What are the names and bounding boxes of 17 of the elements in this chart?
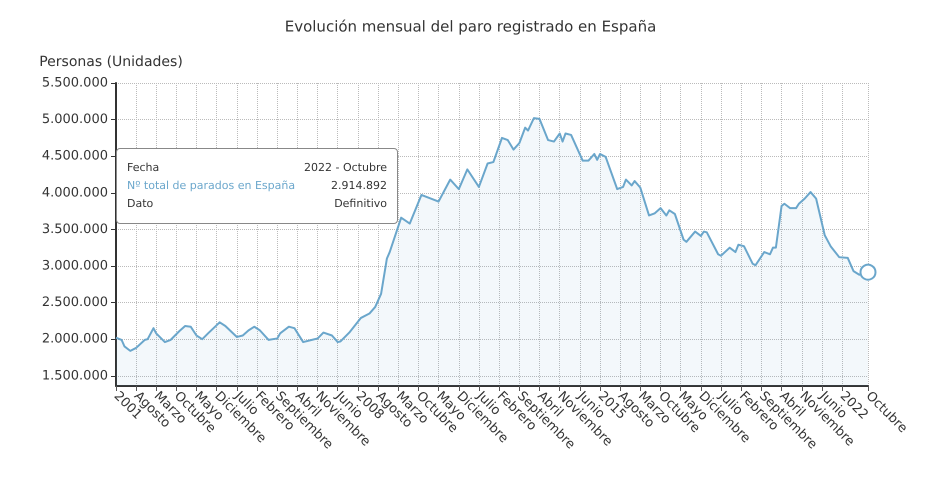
y-tick-label: 5.000.000	[42, 112, 108, 128]
y-tick-label: 4.500.000	[42, 148, 108, 164]
annotation: Fecha	[127, 160, 160, 176]
y-axis-title: Personas (Unidades)	[39, 54, 183, 70]
y-tick-label: 2.000.000	[42, 332, 108, 347]
y-tick-label: 3.500.000	[42, 222, 108, 237]
annotation: 2022 - Octubre	[304, 160, 387, 176]
annotation: Dato	[127, 196, 154, 212]
y-tick-label: 4.000.000	[42, 185, 108, 200]
y-tick-label: 3.000.000	[42, 258, 108, 274]
y-tick-label: 2.500.000	[42, 295, 108, 310]
annotation: Definitivo	[334, 196, 387, 212]
annotation: 2.914.892	[331, 178, 387, 194]
annotation: Nº total de parados en España	[127, 178, 296, 194]
y-tick-label: 5.500.000	[42, 76, 108, 90]
chart-title: Evolución mensual del paro registrado en España	[284, 18, 656, 36]
y-tick-label: 1.500.000	[42, 368, 108, 384]
